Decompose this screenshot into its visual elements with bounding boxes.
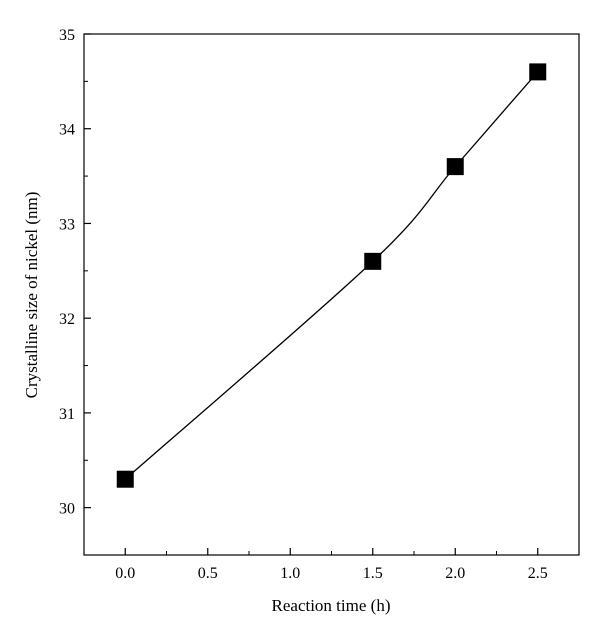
- x-tick-label: 0.0: [115, 565, 135, 582]
- y-tick-label: 32: [59, 311, 75, 328]
- x-tick-label: 2.5: [528, 565, 548, 582]
- y-tick-label: 31: [59, 406, 75, 423]
- x-axis-ticks: 0.0 0.5 1.0 1.5 2.0 2.5: [115, 548, 548, 582]
- x-tick-label: 1.5: [363, 565, 383, 582]
- x-axis-title: Reaction time (h): [272, 596, 391, 615]
- series-markers: [116, 63, 547, 488]
- x-tick-label: 1.0: [280, 565, 300, 582]
- y-tick-label: 33: [59, 216, 75, 233]
- y-tick-label: 34: [59, 122, 75, 139]
- data-point-marker: [116, 470, 134, 488]
- plot-frame: [83, 33, 580, 556]
- y-tick-label: 30: [59, 501, 75, 518]
- x-tick-label: 0.5: [198, 565, 218, 582]
- x-tick-label: 2.0: [445, 565, 465, 582]
- data-point-marker: [529, 63, 547, 81]
- data-point-marker: [446, 158, 464, 176]
- y-axis-ticks: 30 31 32 33 34 35: [59, 27, 91, 518]
- y-axis-title: Crystalline size of nickel (nm): [22, 192, 41, 399]
- y-tick-label: 35: [59, 27, 75, 44]
- series-line: [124, 71, 539, 480]
- data-point-marker: [364, 252, 382, 270]
